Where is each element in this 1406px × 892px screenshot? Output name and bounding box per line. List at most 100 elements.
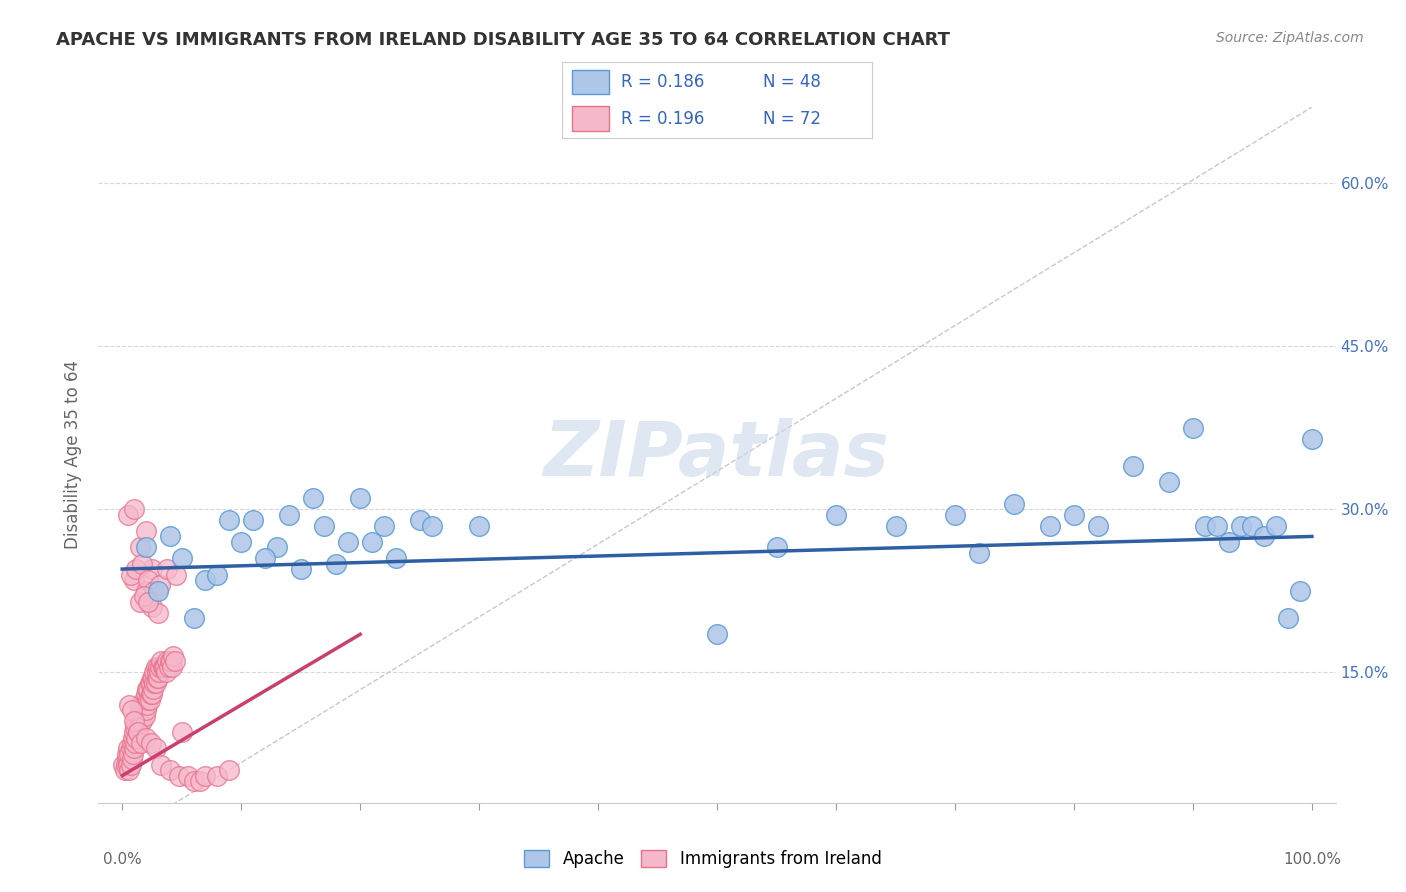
Point: [149, 660, 172, 674]
Point: [277, 508, 299, 522]
Point: [884, 518, 907, 533]
Point: [131, 557, 153, 571]
Point: [122, 725, 145, 739]
Point: [142, 671, 165, 685]
Point: [136, 698, 159, 712]
Point: [124, 736, 146, 750]
Point: [146, 660, 169, 674]
Point: [146, 606, 169, 620]
Point: [122, 747, 145, 761]
Point: [139, 687, 162, 701]
Point: [128, 720, 150, 734]
Point: [183, 611, 205, 625]
Point: [156, 562, 179, 576]
Legend: Apache, Immigrants from Ireland: Apache, Immigrants from Ireland: [517, 843, 889, 875]
Point: [129, 703, 152, 717]
Point: [145, 741, 167, 756]
Point: [129, 714, 152, 729]
Point: [148, 665, 170, 680]
Point: [142, 681, 165, 696]
Point: [194, 769, 217, 783]
Y-axis label: Disability Age 35 to 64: Disability Age 35 to 64: [65, 360, 83, 549]
Point: [122, 573, 145, 587]
Point: [188, 774, 211, 789]
Point: [1229, 518, 1251, 533]
Point: [129, 698, 152, 712]
Point: [765, 541, 787, 555]
Point: [127, 725, 149, 739]
Point: [1253, 529, 1275, 543]
Point: [118, 763, 141, 777]
Point: [135, 687, 157, 701]
Point: [127, 725, 149, 739]
Point: [150, 655, 173, 669]
Point: [967, 546, 990, 560]
Point: [207, 769, 229, 783]
Point: [115, 747, 138, 761]
Point: [129, 541, 152, 555]
Point: [231, 534, 253, 549]
Point: [153, 660, 176, 674]
Point: [1265, 518, 1288, 533]
Point: [420, 518, 443, 533]
Text: APACHE VS IMMIGRANTS FROM IRELAND DISABILITY AGE 35 TO 64 CORRELATION CHART: APACHE VS IMMIGRANTS FROM IRELAND DISABI…: [56, 31, 950, 49]
Point: [242, 513, 264, 527]
Text: 0.0%: 0.0%: [103, 852, 142, 867]
Point: [361, 534, 384, 549]
Point: [129, 736, 152, 750]
Point: [134, 708, 156, 723]
Point: [159, 529, 181, 543]
Point: [218, 513, 240, 527]
Point: [165, 567, 187, 582]
Point: [143, 676, 166, 690]
Point: [145, 665, 167, 680]
Point: [337, 534, 360, 549]
Point: [146, 671, 169, 685]
Point: [127, 708, 149, 723]
Text: 100.0%: 100.0%: [1282, 852, 1341, 867]
Point: [122, 714, 145, 729]
Point: [162, 648, 184, 663]
Point: [468, 518, 491, 533]
Point: [825, 508, 848, 522]
Point: [129, 708, 152, 723]
Point: [152, 660, 174, 674]
Point: [1194, 518, 1216, 533]
Point: [118, 747, 141, 761]
Point: [1205, 518, 1227, 533]
Text: R = 0.186: R = 0.186: [621, 73, 704, 91]
Point: [150, 757, 173, 772]
Point: [1159, 475, 1181, 489]
Point: [253, 551, 276, 566]
Point: [1063, 508, 1085, 522]
Point: [112, 757, 135, 772]
Point: [138, 692, 160, 706]
Point: [301, 491, 323, 506]
Point: [129, 595, 152, 609]
Point: [155, 665, 177, 680]
Point: [141, 687, 163, 701]
Point: [135, 541, 157, 555]
Point: [141, 562, 163, 576]
Point: [131, 714, 153, 729]
Point: [132, 703, 155, 717]
Point: [122, 502, 145, 516]
Point: [163, 655, 186, 669]
Point: [160, 660, 183, 674]
Point: [134, 698, 156, 712]
Point: [120, 757, 142, 772]
Point: [176, 769, 198, 783]
Point: [325, 557, 347, 571]
Point: [125, 731, 148, 745]
Point: [132, 692, 155, 706]
Point: [114, 757, 136, 772]
Point: [114, 763, 136, 777]
Point: [138, 573, 160, 587]
Point: [183, 774, 205, 789]
Point: [207, 567, 229, 582]
Point: [117, 757, 139, 772]
Point: [170, 725, 193, 739]
Point: [125, 714, 148, 729]
Point: [385, 551, 408, 566]
Point: [135, 583, 157, 598]
